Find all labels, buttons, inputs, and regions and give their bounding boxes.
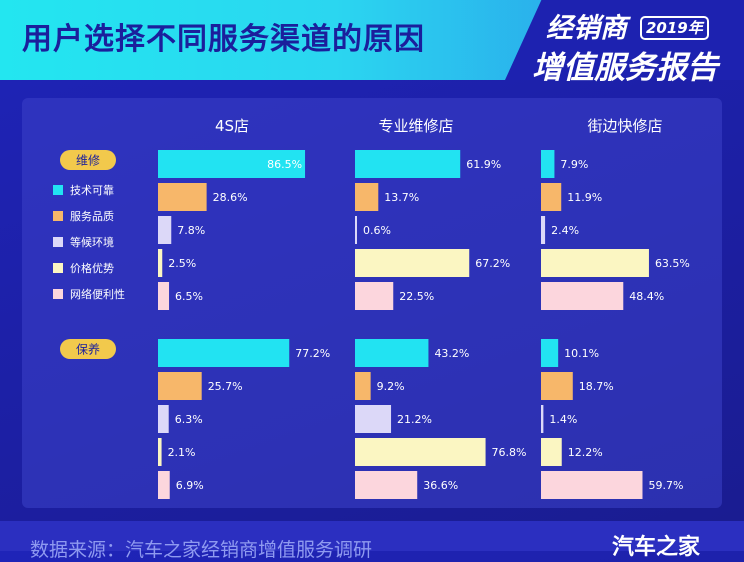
bar bbox=[355, 216, 357, 244]
group-pill bbox=[60, 339, 116, 359]
data-label: 28.6% bbox=[213, 191, 248, 204]
legend-swatch bbox=[53, 237, 63, 247]
bar bbox=[355, 372, 371, 400]
bar bbox=[158, 183, 207, 211]
bar bbox=[355, 183, 379, 211]
bar bbox=[158, 438, 162, 466]
data-label: 67.2% bbox=[475, 257, 510, 270]
legend-label: 技术可靠 bbox=[70, 183, 114, 197]
data-label: 10.1% bbox=[564, 347, 599, 360]
legend-swatch bbox=[53, 263, 63, 273]
legend-label: 等候环境 bbox=[70, 235, 114, 249]
group-pill-label: 维修 bbox=[76, 153, 100, 168]
data-label: 6.3% bbox=[175, 413, 203, 426]
panel-title: 4S店 bbox=[215, 117, 249, 135]
data-label: 86.5% bbox=[267, 158, 302, 171]
autohome-logo: 汽车之家 bbox=[612, 535, 701, 560]
bar bbox=[158, 471, 170, 499]
bar bbox=[541, 438, 562, 466]
data-label: 7.9% bbox=[560, 158, 588, 171]
bar bbox=[355, 282, 394, 310]
bar bbox=[355, 150, 461, 178]
legend-label: 服务品质 bbox=[70, 210, 114, 223]
data-label: 22.5% bbox=[399, 290, 434, 303]
page-title: 用户选择不同服务渠道的原因 bbox=[22, 22, 425, 57]
data-source-note: 数据来源：汽车之家经销商增值服务调研 bbox=[30, 539, 373, 561]
bar bbox=[541, 150, 555, 178]
data-label: 77.2% bbox=[295, 347, 330, 360]
brand-title-line1: 经销商 bbox=[546, 13, 627, 44]
bar bbox=[541, 372, 573, 400]
data-label: 2.4% bbox=[551, 224, 579, 237]
group-pill-label: 保养 bbox=[76, 342, 100, 357]
brand-badge-background bbox=[505, 0, 744, 80]
bar bbox=[541, 405, 544, 433]
bar bbox=[541, 249, 649, 277]
bar bbox=[541, 282, 624, 310]
legend-label: 网络便利性 bbox=[70, 287, 125, 301]
data-label: 7.8% bbox=[177, 224, 205, 237]
data-label: 76.8% bbox=[492, 446, 527, 459]
data-label: 63.5% bbox=[655, 257, 690, 270]
legend-swatch bbox=[53, 185, 63, 195]
data-label: 2.5% bbox=[168, 257, 196, 270]
data-label: 61.9% bbox=[466, 158, 501, 171]
bar bbox=[541, 183, 562, 211]
bar bbox=[355, 339, 429, 367]
data-label: 1.4% bbox=[549, 413, 577, 426]
bar bbox=[158, 282, 170, 310]
group-pill bbox=[60, 150, 116, 170]
footer-band bbox=[0, 521, 744, 551]
data-label: 2.1% bbox=[168, 446, 196, 459]
data-label: 36.6% bbox=[423, 479, 458, 492]
bar bbox=[541, 216, 546, 244]
data-label: 6.9% bbox=[176, 479, 204, 492]
legend-label: 价格优势 bbox=[70, 261, 114, 275]
bar bbox=[355, 438, 486, 466]
bar bbox=[158, 216, 172, 244]
legend-swatch bbox=[53, 289, 63, 299]
data-label: 0.6% bbox=[363, 224, 391, 237]
data-label: 9.2% bbox=[377, 380, 405, 393]
bar bbox=[158, 405, 169, 433]
bar bbox=[355, 249, 470, 277]
bar bbox=[541, 471, 643, 499]
bar bbox=[158, 339, 290, 367]
bar bbox=[355, 405, 392, 433]
brand-year-badge: 2019年 bbox=[640, 16, 709, 40]
panel-title: 专业维修店 bbox=[378, 117, 453, 135]
data-label: 13.7% bbox=[384, 191, 419, 204]
data-label: 48.4% bbox=[629, 290, 664, 303]
data-label: 18.7% bbox=[579, 380, 614, 393]
bar bbox=[158, 249, 163, 277]
data-label: 43.2% bbox=[434, 347, 469, 360]
bar bbox=[541, 339, 559, 367]
legend-swatch bbox=[53, 211, 63, 221]
panel-title: 街边快修店 bbox=[587, 117, 662, 135]
brand-title-line2: 增值服务报告 bbox=[532, 50, 718, 86]
data-label: 21.2% bbox=[397, 413, 432, 426]
bar bbox=[158, 372, 202, 400]
data-label: 11.9% bbox=[567, 191, 602, 204]
data-label: 6.5% bbox=[175, 290, 203, 303]
data-label: 59.7% bbox=[648, 479, 683, 492]
bar bbox=[355, 471, 418, 499]
bar bbox=[158, 150, 306, 178]
data-label: 12.2% bbox=[568, 446, 603, 459]
data-label: 25.7% bbox=[208, 380, 243, 393]
